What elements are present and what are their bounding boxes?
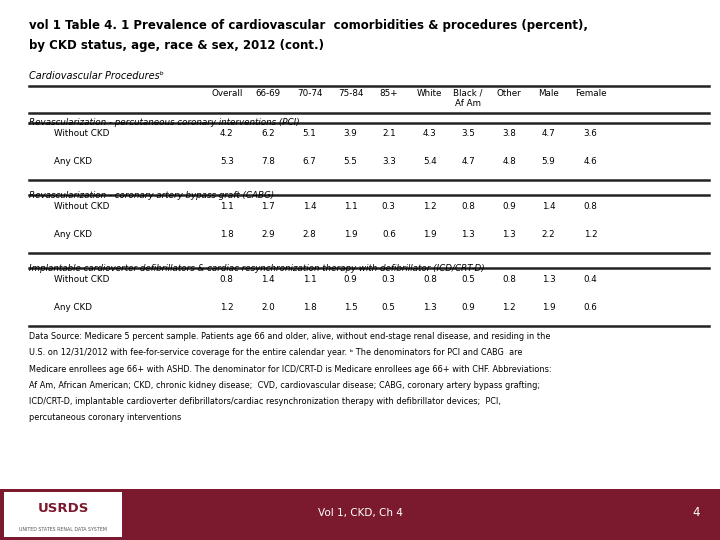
Text: Medicare enrollees age 66+ with ASHD. The denominator for ICD/CRT-D is Medicare : Medicare enrollees age 66+ with ASHD. Th… [29, 364, 552, 374]
Text: 2.8: 2.8 [302, 230, 317, 239]
Text: 4.6: 4.6 [584, 157, 597, 166]
Text: 1.3: 1.3 [423, 303, 437, 312]
Text: 5.4: 5.4 [423, 157, 437, 166]
Text: 0.8: 0.8 [583, 202, 598, 211]
Text: Male: Male [539, 89, 559, 98]
Text: 3.3: 3.3 [382, 157, 396, 166]
Text: 2.2: 2.2 [542, 230, 555, 239]
Text: 0.9: 0.9 [343, 275, 358, 284]
Bar [0, 489, 720, 540]
Text: Cardiovascular Proceduresᵇ: Cardiovascular Proceduresᵇ [29, 71, 163, 82]
Text: Implantable cardioverter defibrillators & cardiac resynchronization therapy with: Implantable cardioverter defibrillators … [29, 264, 485, 273]
Text: 5.5: 5.5 [343, 157, 358, 166]
Text: 2.9: 2.9 [261, 230, 274, 239]
Text: 5.1: 5.1 [302, 129, 317, 138]
Text: Other: Other [497, 89, 521, 98]
Text: 1.8: 1.8 [302, 303, 317, 312]
Text: USRDS: USRDS [37, 502, 89, 515]
Text: 0.8: 0.8 [220, 275, 234, 284]
Text: 1.3: 1.3 [541, 275, 556, 284]
Text: Female: Female [575, 89, 606, 98]
Text: 0.6: 0.6 [583, 303, 598, 312]
Text: 1.4: 1.4 [542, 202, 555, 211]
Text: 4.2: 4.2 [220, 129, 233, 138]
Text: 4.3: 4.3 [423, 129, 437, 138]
Text: 1.2: 1.2 [220, 303, 233, 312]
Text: UNITED STATES RENAL DATA SYSTEM: UNITED STATES RENAL DATA SYSTEM [19, 526, 107, 532]
Text: 0.4: 0.4 [583, 275, 598, 284]
Text: Af Am, African American; CKD, chronic kidney disease;  CVD, cardiovascular disea: Af Am, African American; CKD, chronic ki… [29, 381, 540, 390]
Bar [4, 492, 122, 537]
Text: 1.9: 1.9 [423, 230, 436, 239]
Text: 0.8: 0.8 [461, 202, 475, 211]
Text: Without CKD: Without CKD [54, 275, 109, 284]
Text: Vol 1, CKD, Ch 4: Vol 1, CKD, Ch 4 [318, 508, 402, 518]
Text: Any CKD: Any CKD [54, 303, 92, 312]
Text: 70-74: 70-74 [297, 89, 323, 98]
Text: 3.6: 3.6 [583, 129, 598, 138]
Text: 0.3: 0.3 [382, 275, 396, 284]
Text: 0.5: 0.5 [382, 303, 396, 312]
Text: 3.8: 3.8 [502, 129, 516, 138]
Text: ICD/CRT-D, implantable cardioverter defibrillators/cardiac resynchronization the: ICD/CRT-D, implantable cardioverter defi… [29, 397, 501, 406]
Text: 0.9: 0.9 [461, 303, 475, 312]
Text: Black /
Af Am: Black / Af Am [454, 89, 482, 108]
Text: 1.5: 1.5 [343, 303, 358, 312]
Text: 1.4: 1.4 [303, 202, 316, 211]
Text: 5.9: 5.9 [541, 157, 556, 166]
Text: 3.5: 3.5 [461, 129, 475, 138]
Text: 1.9: 1.9 [344, 230, 357, 239]
Text: 4: 4 [693, 507, 700, 519]
Text: 6.2: 6.2 [261, 129, 274, 138]
Text: 1.2: 1.2 [503, 303, 516, 312]
Text: 85+: 85+ [379, 89, 398, 98]
Text: 2.1: 2.1 [382, 129, 395, 138]
Text: 3.9: 3.9 [343, 129, 358, 138]
Text: Without CKD: Without CKD [54, 202, 109, 211]
Text: 0.9: 0.9 [502, 202, 516, 211]
Text: 4.8: 4.8 [502, 157, 516, 166]
Text: 0.3: 0.3 [382, 202, 396, 211]
Text: Any CKD: Any CKD [54, 157, 92, 166]
Text: White: White [417, 89, 443, 98]
Text: 6.7: 6.7 [302, 157, 317, 166]
Text: 1.2: 1.2 [584, 230, 597, 239]
Text: 0.6: 0.6 [382, 230, 396, 239]
Text: 1.3: 1.3 [502, 230, 516, 239]
Text: 75-84: 75-84 [338, 89, 364, 98]
Text: 1.9: 1.9 [542, 303, 555, 312]
Text: vol 1 Table 4. 1 Prevalence of cardiovascular  comorbidities & procedures (perce: vol 1 Table 4. 1 Prevalence of cardiovas… [29, 19, 588, 32]
Text: percutaneous coronary interventions: percutaneous coronary interventions [29, 413, 181, 422]
Text: 1.4: 1.4 [261, 275, 274, 284]
Text: 0.8: 0.8 [423, 275, 437, 284]
Text: Revascularization - coronary artery bypass graft (CABG): Revascularization - coronary artery bypa… [29, 191, 274, 200]
Text: 1.7: 1.7 [261, 202, 275, 211]
Text: Any CKD: Any CKD [54, 230, 92, 239]
Text: 0.8: 0.8 [502, 275, 516, 284]
Text: 1.3: 1.3 [461, 230, 475, 239]
Text: Overall: Overall [211, 89, 243, 98]
Text: 7.8: 7.8 [261, 157, 275, 166]
Text: Revascularization - percutaneous coronary interventions (PCI): Revascularization - percutaneous coronar… [29, 118, 300, 127]
Text: 1.1: 1.1 [344, 202, 357, 211]
Text: 1.1: 1.1 [303, 275, 316, 284]
Text: 1.8: 1.8 [220, 230, 234, 239]
Text: 4.7: 4.7 [541, 129, 556, 138]
Text: Without CKD: Without CKD [54, 129, 109, 138]
Text: 4.7: 4.7 [461, 157, 475, 166]
Text: 2.0: 2.0 [261, 303, 275, 312]
Text: 66-69: 66-69 [256, 89, 280, 98]
Text: 0.5: 0.5 [461, 275, 475, 284]
Text: Data Source: Medicare 5 percent sample. Patients age 66 and older, alive, withou: Data Source: Medicare 5 percent sample. … [29, 332, 550, 341]
Text: by CKD status, age, race & sex, 2012 (cont.): by CKD status, age, race & sex, 2012 (co… [29, 39, 324, 52]
Text: 1.1: 1.1 [220, 202, 233, 211]
Text: U.S. on 12/31/2012 with fee-for-service coverage for the entire calendar year. ᵇ: U.S. on 12/31/2012 with fee-for-service … [29, 348, 522, 357]
Text: 1.2: 1.2 [423, 202, 436, 211]
Text: 5.3: 5.3 [220, 157, 234, 166]
